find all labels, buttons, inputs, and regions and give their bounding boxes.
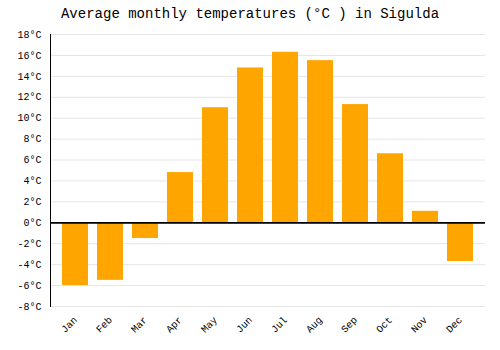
svg-text:Oct: Oct <box>374 315 395 336</box>
svg-text:Aug: Aug <box>304 315 325 336</box>
svg-text:14°C: 14°C <box>17 72 41 83</box>
svg-text:Nov: Nov <box>409 315 430 336</box>
svg-text:0°C: 0°C <box>23 218 41 229</box>
svg-text:12°C: 12°C <box>17 92 41 103</box>
svg-text:Dec: Dec <box>444 315 465 336</box>
svg-text:4°C: 4°C <box>23 176 41 187</box>
svg-text:May: May <box>199 315 220 336</box>
svg-text:Apr: Apr <box>164 315 185 336</box>
svg-text:6°C: 6°C <box>23 155 41 166</box>
html-text:Average monthly temperatures (: Average monthly temperatures (°C ) in Si… <box>61 6 439 22</box>
svg-text:-8°C: -8°C <box>17 302 41 313</box>
svg-text:Jun: Jun <box>234 315 255 336</box>
svg-text:18°C: 18°C <box>17 30 41 41</box>
svg-text:Jan: Jan <box>59 315 80 336</box>
svg-text:-4°C: -4°C <box>17 260 41 271</box>
svg-text:-2°C: -2°C <box>17 239 41 250</box>
svg-text:Feb: Feb <box>94 315 115 336</box>
svg-text:8°C: 8°C <box>23 134 41 145</box>
svg-text:2°C: 2°C <box>23 197 41 208</box>
svg-text:10°C: 10°C <box>17 113 41 124</box>
svg-text:Sep: Sep <box>339 315 360 336</box>
svg-text:Mar: Mar <box>129 315 150 336</box>
svg-text:Jul: Jul <box>269 315 290 336</box>
svg-text:16°C: 16°C <box>17 51 41 62</box>
svg-text:-6°C: -6°C <box>17 281 41 292</box>
